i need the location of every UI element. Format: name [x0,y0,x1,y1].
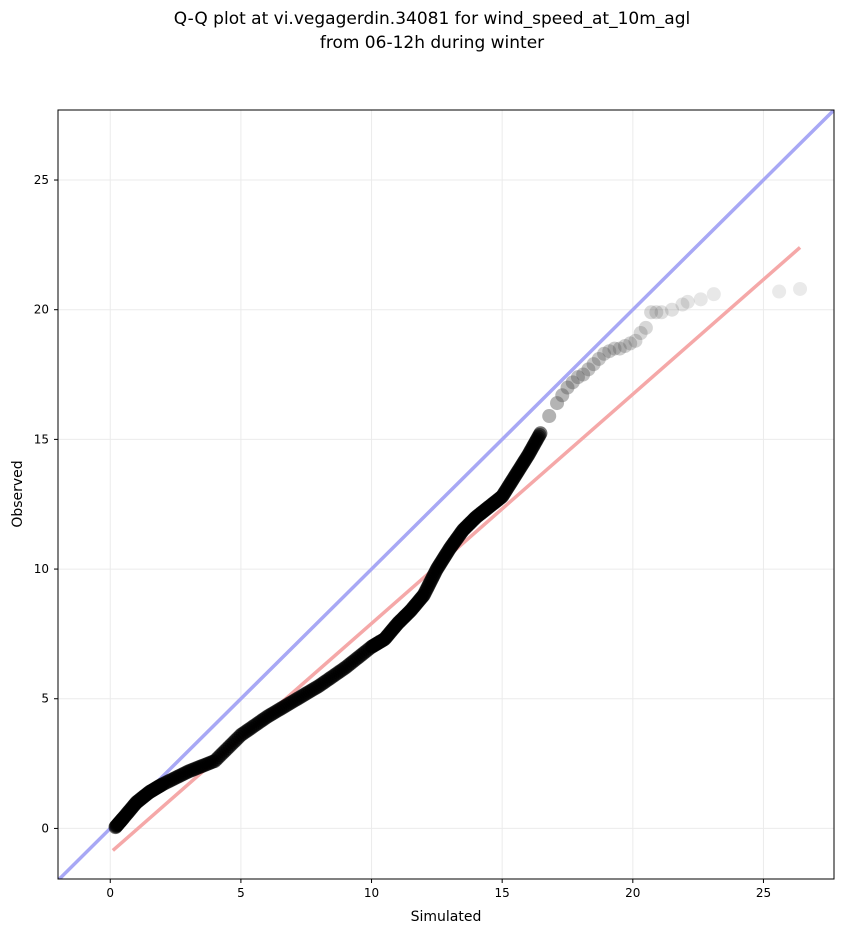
data-point [581,362,596,377]
data-point [693,292,708,307]
x-tick-label: 5 [237,886,245,900]
data-point [706,287,721,302]
data-point [675,297,690,312]
data-point [570,370,585,385]
data-point [602,344,617,359]
chart-title-line-1: Q-Q plot at vi.vegagerdin.34081 for wind… [174,9,690,29]
data-point [633,326,648,341]
chart-title-line-2: from 06-12h during winter [320,33,544,53]
x-tick-label: 20 [625,886,640,900]
x-tick-label: 25 [756,886,771,900]
data-point [550,396,565,411]
data-point [597,346,612,361]
data-point [638,320,653,335]
data-point [555,388,570,403]
data-point [628,333,643,348]
data-point [623,336,638,351]
y-tick-label: 10 [34,562,49,576]
data-point [576,367,591,382]
data-point [607,341,622,356]
y-tick-label: 0 [41,821,49,835]
reference-lines [58,110,834,879]
data-point [560,380,575,395]
data-point [565,375,580,390]
x-tick-label: 10 [364,886,379,900]
data-point [542,409,557,424]
y-tick-label: 25 [34,173,49,187]
grid-lines [58,110,834,879]
data-point [586,357,601,372]
data-point [649,305,664,320]
x-tick-label: 0 [106,886,114,900]
y-tick-label: 15 [34,432,49,446]
y-axis-label: Observed [10,460,26,527]
data-point [591,351,606,366]
data-point [612,341,627,356]
x-axis-ticks: 0 5 10 15 20 25 [106,879,771,900]
y-tick-label: 20 [34,303,49,317]
data-point [793,281,808,296]
data-points [108,281,808,835]
y-axis-ticks: 0 5 10 15 20 25 [34,173,58,835]
data-point [644,305,659,320]
data-point [680,294,695,309]
plot-frame [57,109,835,880]
x-tick-label: 15 [495,886,510,900]
data-point [654,305,669,320]
identity-line [58,110,834,879]
data-point [665,302,680,317]
data-point [617,339,632,354]
x-axis-label: Simulated [411,909,482,925]
data-point [772,284,787,299]
data-point [533,426,548,441]
y-tick-label: 5 [41,692,49,706]
